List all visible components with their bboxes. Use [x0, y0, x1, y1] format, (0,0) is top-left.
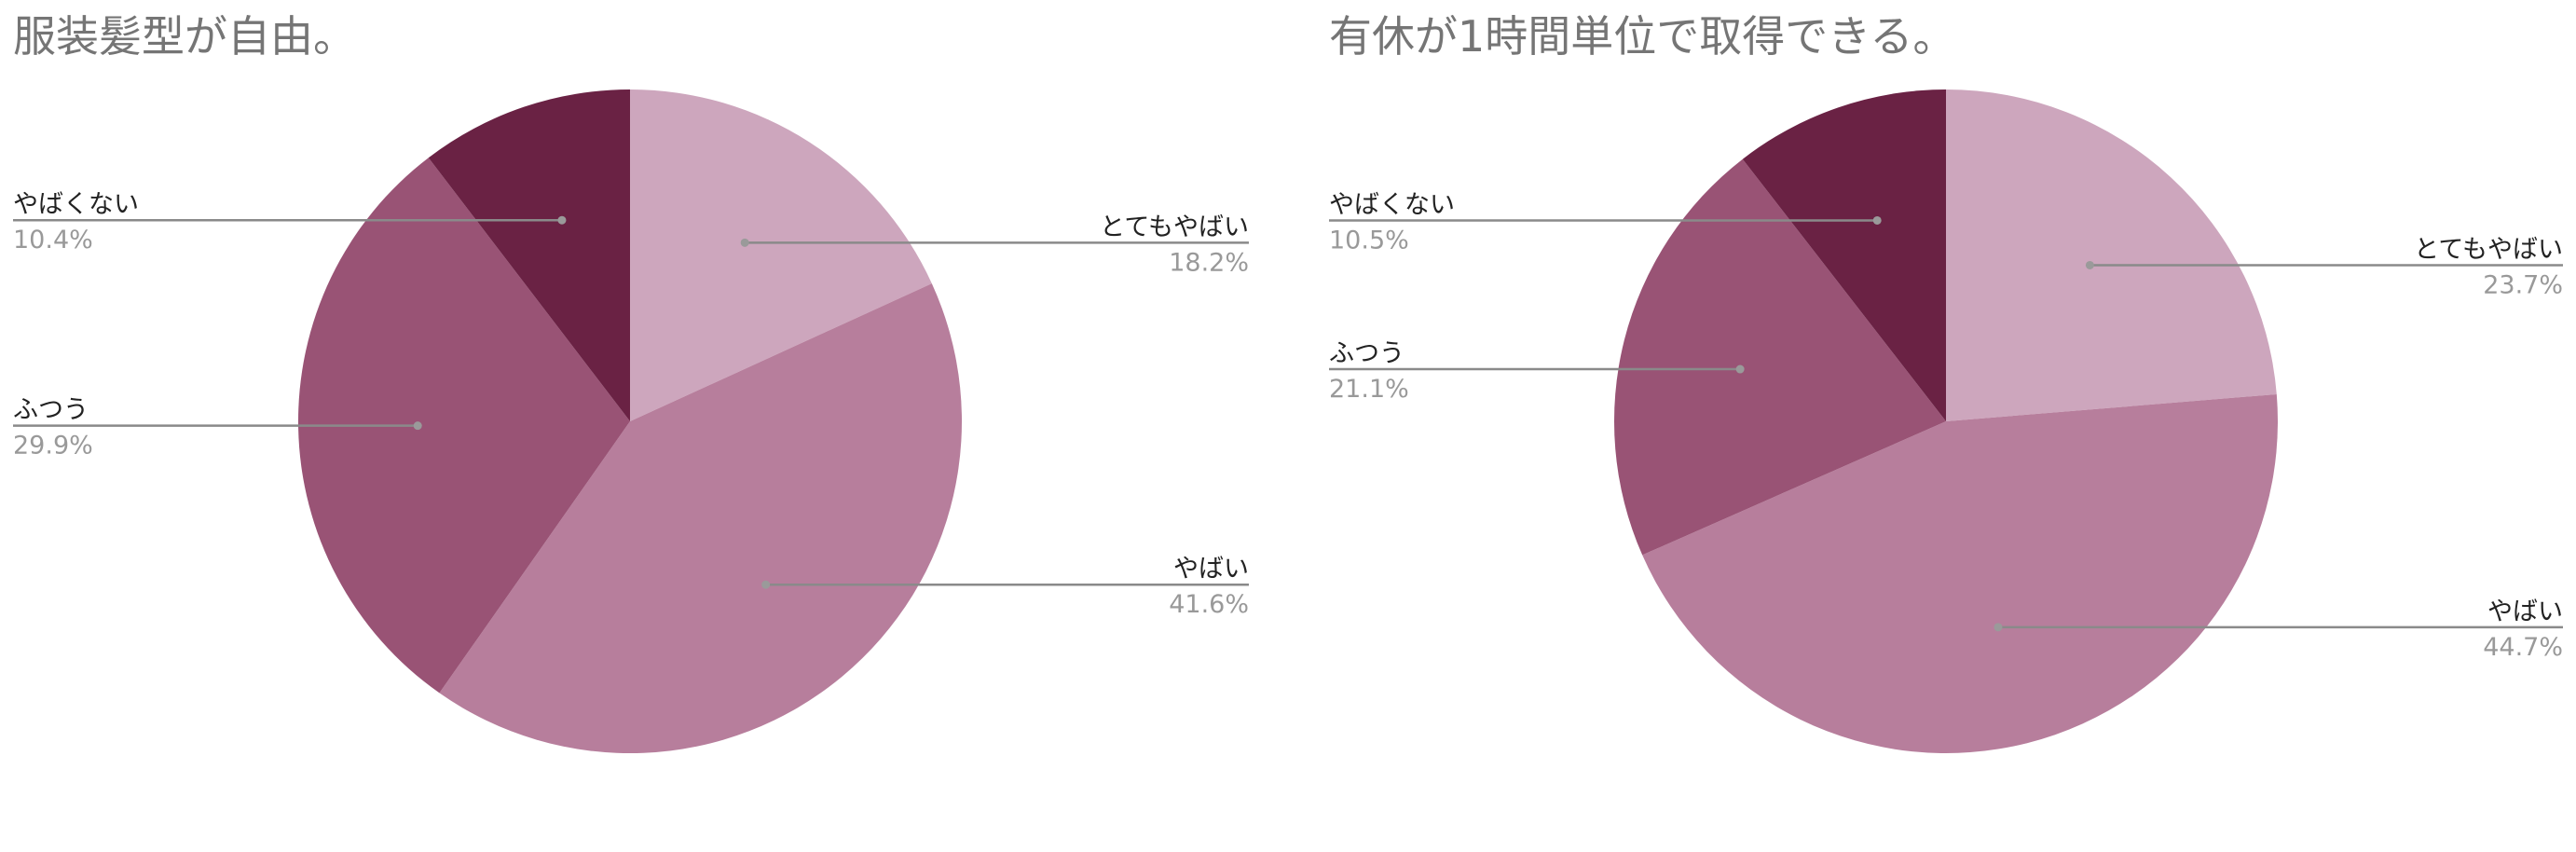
slice-percent-label: 41.6%: [1169, 590, 1249, 619]
slice-percent-label: 10.4%: [13, 226, 93, 254]
pie-slices: [297, 89, 963, 754]
pie-chart-panel: 有休が1時間単位で取得できる。 とてもやばい 23.7% やばい 44.7% ふつう 21…: [1288, 0, 2576, 852]
leader-dot: [1872, 215, 1882, 225]
pie-slice: [1946, 89, 2277, 421]
pie-slice: [297, 158, 630, 694]
slice-category-label: とてもやばい: [2414, 235, 2563, 264]
pie-slice: [1642, 393, 2278, 753]
chart-title: 服装髪型が自由。: [13, 11, 356, 62]
leader-dot: [761, 580, 771, 589]
pie-slice: [630, 89, 932, 421]
chart-title: 有休が1時間単位で取得できる。: [1329, 11, 1955, 62]
pie-chart-svg: 服装髪型が自由。 とてもやばい 18.2% やばい 41.6% ふつう 29.9% やばくな…: [13, 11, 1249, 754]
slice-percent-label: 44.7%: [2483, 633, 2563, 662]
pie-chart-panel: 服装髪型が自由。 とてもやばい 18.2% やばい 41.6% ふつう 29.9% やばくな…: [13, 11, 1249, 754]
leader-dot: [413, 421, 422, 431]
pie-slices: [1613, 89, 2278, 753]
leader-dot: [557, 215, 567, 225]
leader-dot: [740, 238, 749, 247]
pie-chart-svg: 有休が1時間単位で取得できる。 とてもやばい 23.7% やばい 44.7% ふつう 21…: [1329, 11, 2563, 753]
slice-category-label: やばくない: [13, 190, 139, 219]
pie-slice: [1613, 158, 1946, 556]
slice-percent-label: 10.5%: [1329, 226, 1409, 254]
slice-category-label: やばい: [1173, 555, 1249, 584]
slice-percent-label: 21.1%: [1329, 375, 1409, 404]
pie-slice: [428, 89, 630, 421]
leader-dot: [1735, 364, 1745, 374]
slice-percent-label: 18.2%: [1169, 248, 1249, 277]
leader-dot: [2085, 260, 2094, 269]
slice-category-label: やばくない: [1329, 190, 1455, 219]
pie-slice: [1742, 89, 1946, 421]
pie-labels: とてもやばい 23.7% やばい 44.7% ふつう 21.1% やばくない 10.5%: [1329, 190, 2563, 662]
slice-category-label: やばい: [2487, 598, 2563, 626]
slice-percent-label: 23.7%: [2483, 270, 2563, 299]
slice-percent-label: 29.9%: [13, 432, 93, 460]
leader-dot: [1994, 623, 2003, 632]
slice-category-label: とてもやばい: [1100, 213, 1249, 241]
pie-labels: とてもやばい 18.2% やばい 41.6% ふつう 29.9% やばくない 10.4%: [13, 190, 1249, 619]
slice-category-label: ふつう: [1329, 339, 1404, 368]
pie-slice: [439, 283, 963, 754]
slice-category-label: ふつう: [13, 396, 89, 425]
